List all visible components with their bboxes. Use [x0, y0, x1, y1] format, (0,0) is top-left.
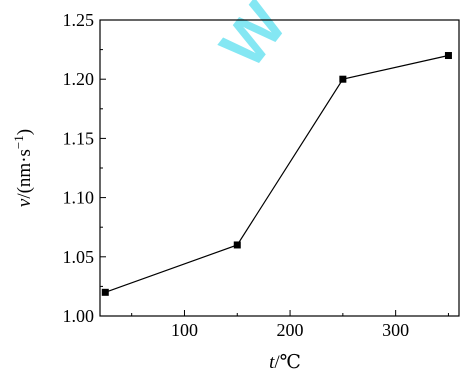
x-tick-label: 200	[277, 320, 304, 340]
y-axis-variable: v	[14, 198, 35, 207]
plot-area: 1.00 1.05 1.10 1.15 1.20 1.25 100 200 300	[63, 10, 460, 340]
x-tick-label: 300	[382, 320, 409, 340]
data-point	[101, 288, 109, 296]
y-axis-unit-exponent: −1	[11, 135, 26, 149]
y-axis-unit-close: )	[14, 129, 35, 135]
y-axis-unit: /(nm·s	[14, 149, 35, 199]
series-line	[105, 54, 449, 293]
plot-frame	[99, 19, 460, 317]
y-tick-label: 1.10	[63, 188, 95, 208]
y-tick-label: 1.25	[63, 10, 95, 30]
x-axis-unit: /℃	[274, 352, 301, 373]
y-tick-label: 1.00	[63, 306, 95, 326]
y-tick-label: 1.20	[63, 69, 95, 89]
y-tick-label: 1.15	[63, 128, 95, 148]
y-axis-title: v/(nm·s−1)	[11, 129, 35, 207]
data-point	[444, 52, 452, 60]
x-axis-title: t/℃	[269, 352, 301, 373]
watermark: W	[206, 0, 300, 81]
data-point	[233, 241, 241, 249]
data-point	[339, 75, 347, 83]
x-axis-variable: t	[269, 352, 275, 373]
x-tick-label: 100	[171, 320, 198, 340]
y-tick-label: 1.05	[63, 247, 95, 267]
